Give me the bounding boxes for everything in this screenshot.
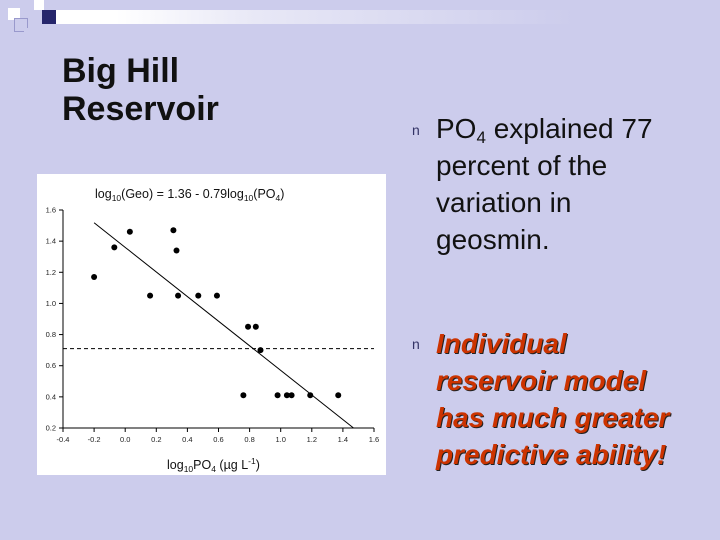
y-tick-label: 1.4 (46, 237, 56, 246)
data-point (283, 392, 290, 399)
title-line-1: Big Hill (62, 52, 180, 90)
data-point (257, 347, 264, 354)
title-line-2: Reservoir (62, 90, 219, 128)
x-tick-label: 1.2 (307, 435, 317, 444)
data-point (126, 228, 133, 235)
x-tick-label: 0.6 (213, 435, 223, 444)
y-tick-label: 0.8 (46, 330, 56, 339)
x-tick-label: 0.2 (151, 435, 161, 444)
scatter-chart: log10(Geo) = 1.36 - 0.79log10(PO4) 0.2 0.… (37, 174, 386, 475)
x-axis-label: log10PO4 (µg L-1) (167, 456, 260, 474)
y-tick-label: 1.6 (46, 206, 56, 215)
x-tick-label: 1.0 (275, 435, 285, 444)
corner-decoration (0, 0, 720, 40)
x-tick-label: 0.4 (182, 435, 192, 444)
x-tick-label: 0.8 (244, 435, 254, 444)
data-point (335, 392, 342, 399)
data-point (91, 273, 98, 280)
data-point (173, 247, 180, 254)
chart-background (37, 174, 386, 475)
bullet-marker: n (412, 122, 420, 138)
chart-equation: log10(Geo) = 1.36 - 0.79log10(PO4) (95, 187, 284, 203)
data-point (240, 392, 247, 399)
data-point (195, 292, 202, 299)
x-tick-label: -0.4 (57, 435, 70, 444)
y-tick-label: 1.2 (46, 268, 56, 277)
data-point (252, 323, 259, 330)
slide-title: Big Hill Reservoir (62, 52, 219, 128)
x-tick-label: 1.4 (338, 435, 348, 444)
bullet-2-text: Individual reservoir model has much grea… (436, 328, 670, 470)
bullet-1-text: PO4 explained 77 percent of the variatio… (436, 113, 653, 255)
data-point (175, 292, 182, 299)
data-point (245, 323, 252, 330)
data-point (111, 244, 118, 251)
bullet-item-2: n Individual reservoir model has much gr… (412, 110, 712, 490)
bullet-marker: n (412, 336, 420, 352)
data-point (147, 292, 154, 299)
x-tick-label: 0.0 (120, 435, 130, 444)
data-point (170, 227, 177, 234)
y-tick-label: 0.2 (46, 424, 56, 433)
bullet-item-1: n PO4 explained 77 percent of the variat… (412, 110, 712, 280)
x-tick-label: -0.2 (88, 435, 101, 444)
x-tick-label: 1.6 (369, 435, 379, 444)
data-point (288, 392, 295, 399)
data-point (213, 292, 220, 299)
data-point (274, 392, 281, 399)
y-tick-label: 0.6 (46, 361, 56, 370)
y-tick-label: 1.0 (46, 299, 56, 308)
y-tick-label: 0.4 (46, 392, 56, 401)
data-point (307, 392, 314, 399)
